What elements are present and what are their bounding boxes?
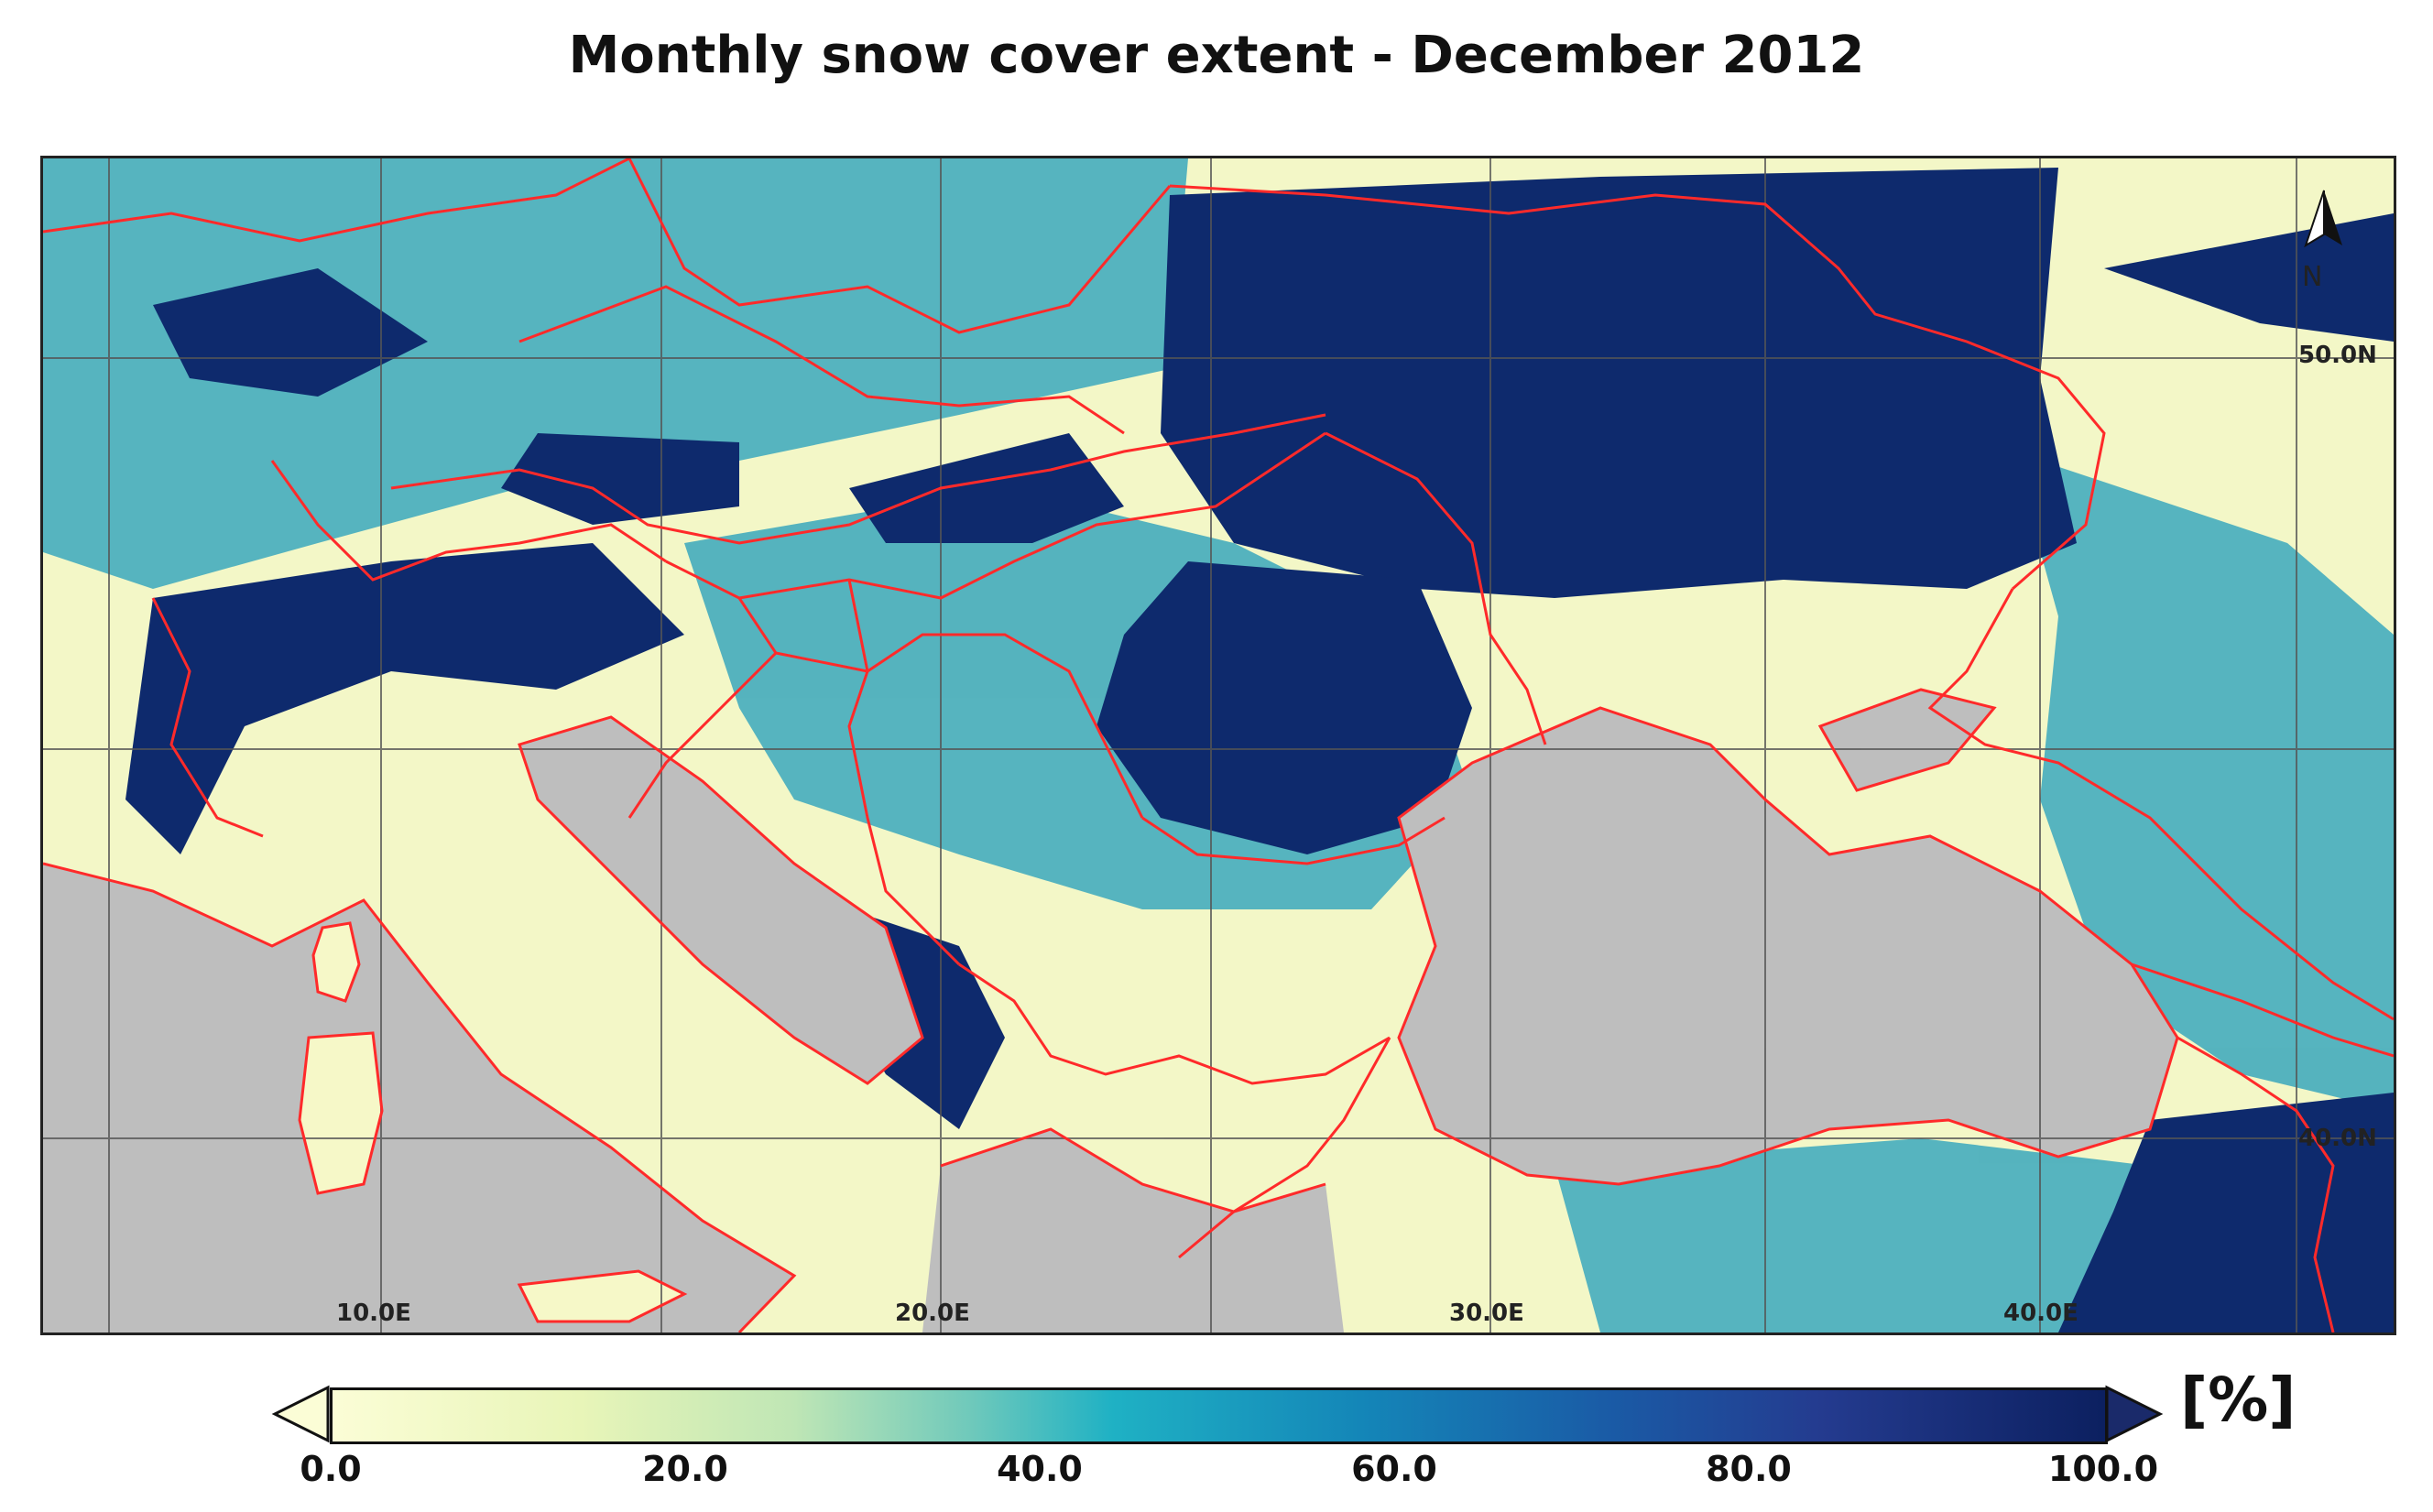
north-arrow-label: N <box>2302 261 2323 293</box>
north-arrow-icon <box>2304 190 2342 248</box>
colorbar-max-arrow-icon <box>2105 1385 2164 1443</box>
lon-label-20e: 20.0E <box>895 1300 970 1327</box>
colorbar-tick: 20.0 <box>642 1449 728 1489</box>
colorbar-tick: 0.0 <box>300 1449 362 1489</box>
colorbar-tick: 60.0 <box>1351 1449 1437 1489</box>
colorbar <box>330 1387 2108 1444</box>
sardinia-island <box>300 1033 382 1193</box>
colorbar-min-arrow-icon <box>271 1385 330 1443</box>
map-panel[interactable]: N 10.0E 20.0E 30.0E 40.0E 50.0N 40.0N <box>40 156 2396 1335</box>
islands <box>300 923 684 1322</box>
lat-label-40n: 40.0N <box>2298 1125 2377 1152</box>
country-borders <box>43 158 2394 1333</box>
lat-label-50n: 50.0N <box>2298 342 2377 369</box>
snow-high-zones <box>125 168 2394 1333</box>
colorbar-tick: 100.0 <box>2047 1449 2159 1489</box>
colorbar-unit: [%] <box>2180 1365 2297 1435</box>
colorbar-tick: 80.0 <box>1706 1449 1792 1489</box>
sea-areas <box>43 690 2177 1333</box>
lon-label-10e: 10.0E <box>336 1300 411 1327</box>
map-title: Monthly snow cover extent - December 201… <box>568 26 1865 85</box>
lon-label-30e: 30.0E <box>1449 1300 1524 1327</box>
sicily-island <box>519 1271 684 1322</box>
snow-cover-map <box>43 158 2394 1333</box>
corsica-island <box>313 923 359 1001</box>
colorbar-tick: 40.0 <box>997 1449 1083 1489</box>
lon-label-40e: 40.0E <box>2003 1300 2078 1327</box>
